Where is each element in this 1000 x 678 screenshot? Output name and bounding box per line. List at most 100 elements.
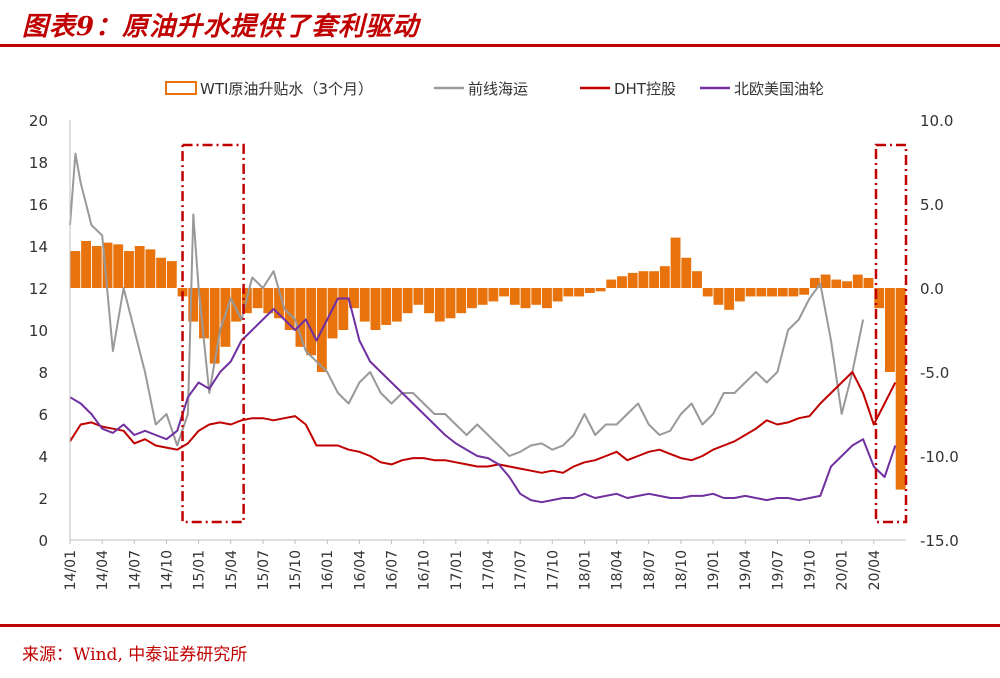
spread-bar — [166, 261, 177, 288]
dht-line — [69, 371, 897, 474]
x-tick-label: 17/10 — [545, 550, 561, 590]
spread-bar — [402, 288, 413, 314]
spread-bar — [124, 251, 134, 288]
spread-bar — [252, 288, 263, 309]
spread-bar — [359, 288, 370, 322]
legend-label: 前线海运 — [468, 80, 528, 98]
x-tick-label: 18/04 — [610, 550, 626, 590]
spread-bar — [745, 288, 756, 297]
spread-bar — [895, 288, 906, 490]
spread-bar — [91, 246, 102, 288]
spread-bar — [842, 281, 852, 288]
spread-bar — [466, 288, 477, 309]
spread-bar — [306, 288, 317, 356]
x-tick-label: 16/01 — [320, 550, 336, 590]
spread-bar — [863, 277, 874, 288]
spread-bar — [627, 272, 638, 288]
spread-bar — [659, 266, 670, 288]
spread-bar — [113, 244, 124, 288]
y-right-tick-label: -10.0 — [920, 448, 959, 466]
spread-bar — [767, 288, 777, 297]
spread-bar — [456, 288, 467, 314]
top-rule — [0, 44, 1000, 47]
spread-bar — [681, 257, 692, 288]
y-left-tick-label: 16 — [29, 196, 48, 214]
figure-title: 图表9：原油升水提供了套利驱动 — [22, 12, 420, 42]
spread-bar — [295, 288, 306, 347]
x-tick-label: 17/07 — [513, 550, 529, 590]
x-tick-label: 19/07 — [770, 550, 786, 590]
spread-bar — [788, 288, 799, 297]
spread-bar — [584, 288, 595, 294]
spread-bar — [799, 288, 810, 295]
axes: 0 2 4 6 8 10 12 14 16 18 20 -15.0 -10.0 -5.0 0.0 5.0 10.… — [29, 112, 959, 590]
y-left-tick-label: 10 — [29, 322, 48, 340]
series-lines — [69, 152, 897, 504]
highlight-box — [181, 143, 245, 524]
x-tick-label: 15/04 — [224, 550, 240, 590]
spread-bar — [284, 288, 295, 330]
spread-bar — [820, 274, 831, 288]
y-left-tick-label: 8 — [38, 364, 48, 382]
legend-swatch-bar — [165, 81, 197, 95]
y-right-tick-label: -15.0 — [920, 532, 959, 550]
spread-bar — [724, 288, 735, 310]
x-tick-label: 15/07 — [256, 550, 272, 590]
nat-line — [69, 297, 897, 504]
x-tick-label: 14/01 — [63, 550, 79, 590]
spread-bar — [188, 288, 199, 322]
spread-bar — [209, 288, 220, 364]
x-tick-label: 18/01 — [577, 550, 593, 590]
spread-bar — [574, 288, 585, 297]
spread-bar — [370, 288, 381, 330]
frontline-line — [69, 152, 865, 457]
x-tick-label: 20/04 — [867, 550, 883, 590]
x-tick-label: 16/07 — [385, 550, 401, 590]
y-left-tick-label: 2 — [38, 490, 48, 508]
spread-bar — [274, 288, 284, 319]
spread-bar — [563, 288, 574, 297]
y-right-tick-label: -5.0 — [920, 364, 949, 382]
spread-bar — [692, 271, 702, 288]
y-left-tick-label: 12 — [29, 280, 48, 298]
x-tick-label: 16/10 — [417, 550, 433, 590]
spread-bar — [263, 288, 274, 314]
spread-bar — [670, 237, 681, 288]
bottom-rule — [0, 624, 1000, 627]
spread-bar — [756, 288, 767, 297]
highlight-boxes — [181, 143, 908, 524]
spread-bar — [145, 249, 156, 288]
spread-bar — [499, 288, 510, 297]
x-tick-label: 19/04 — [738, 550, 754, 590]
y-right-tick-label: 5.0 — [920, 196, 944, 214]
y-left-tick-label: 18 — [29, 154, 48, 172]
x-tick-label: 19/10 — [803, 550, 819, 590]
x-tick-label: 17/04 — [481, 550, 497, 590]
x-tick-label: 20/01 — [835, 550, 851, 590]
spread-bar — [884, 288, 895, 372]
spread-bar — [649, 271, 660, 288]
spread-bar — [424, 288, 434, 314]
y-right-tick-label: 0.0 — [920, 280, 944, 298]
legend-label: WTI原油升贴水（3个月） — [200, 80, 373, 98]
spread-bar — [734, 288, 745, 302]
highlight-box — [874, 143, 908, 524]
spread-bar — [488, 288, 499, 302]
spread-bar — [381, 288, 392, 325]
spread-bar — [81, 240, 92, 288]
spread-bar — [134, 246, 145, 288]
spread-bar — [809, 277, 820, 288]
y-left-tick-label: 4 — [38, 448, 48, 466]
spread-bar — [445, 288, 456, 319]
spread-bar — [777, 288, 788, 297]
spread-bar — [338, 288, 349, 330]
y-right-tick-label: 10.0 — [920, 112, 953, 130]
spread-bar — [638, 271, 649, 288]
spread-bar — [413, 288, 424, 305]
spread-bar — [391, 288, 402, 322]
spread-bar — [595, 288, 606, 292]
spread-bar — [874, 288, 885, 309]
spread-bar — [509, 288, 520, 305]
x-tick-label: 18/07 — [642, 550, 658, 590]
spread-bar — [702, 288, 713, 297]
